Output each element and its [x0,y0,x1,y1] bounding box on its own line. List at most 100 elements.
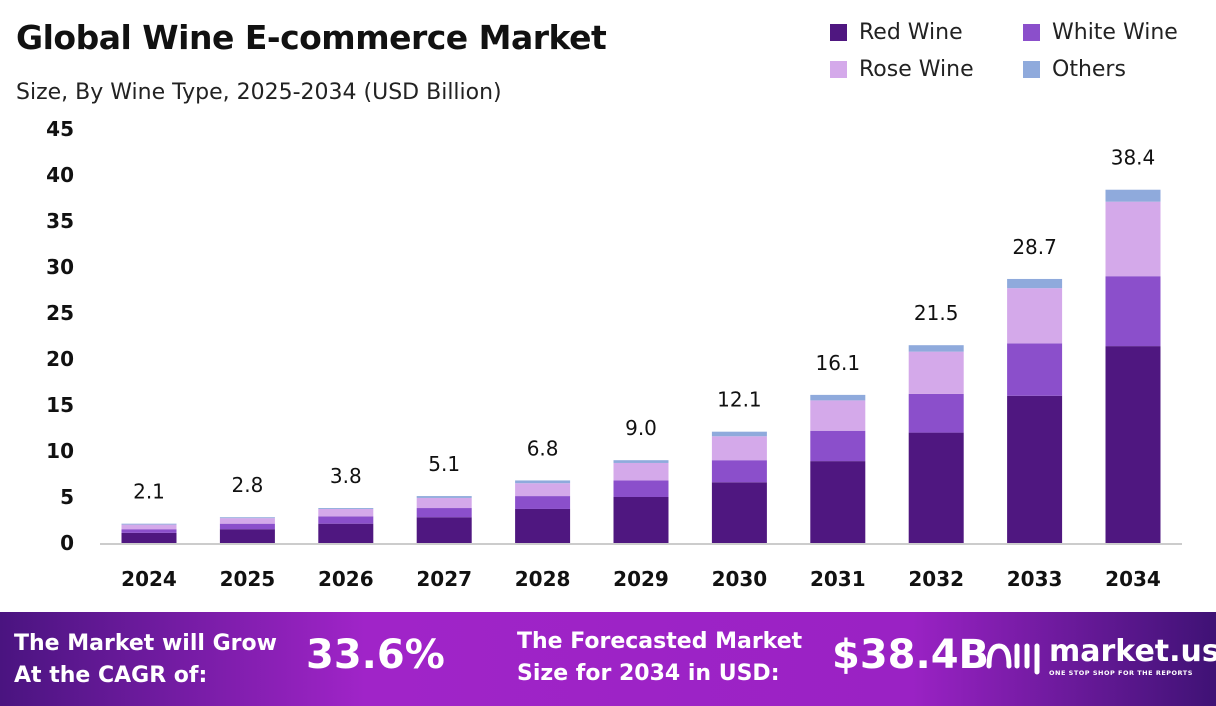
legend-item: Rose Wine [830,57,1023,82]
stacked-bar-chart: 0510152025303540452.120242.820253.820265… [46,117,1182,591]
cagr-label-line2: At the CAGR of: [14,663,208,688]
bar-segment-others [1007,278,1063,289]
chart-subtitle: Size, By Wine Type, 2025-2034 (USD Billi… [16,80,502,105]
bar-segment-rose-wine [318,508,374,517]
x-tick-label: 2032 [908,567,964,591]
y-tick-label: 5 [60,485,74,509]
cagr-value: 33.6% [306,632,445,678]
legend-item: Red Wine [830,20,1023,45]
total-data-label: 38.4 [1111,146,1156,170]
market-us-logo: market.us ONE STOP SHOP FOR THE REPORTS [985,634,1216,677]
bar-segment-rose-wine [711,436,767,461]
total-data-label: 16.1 [816,351,861,375]
bar-segment-rose-wine [613,462,669,481]
bar-segment-red-wine [613,497,669,543]
market-us-logo-icon [986,642,1040,674]
bar-segment-red-wine [810,461,866,543]
y-tick-label: 15 [46,393,74,417]
legend-swatch [830,24,847,41]
y-tick-label: 40 [46,163,74,187]
total-data-label: 12.1 [717,388,762,412]
legend-swatch [1023,24,1040,41]
x-tick-label: 2025 [220,567,276,591]
x-tick-label: 2027 [416,567,472,591]
bar-segment-rose-wine [1105,201,1161,277]
bar-segment-red-wine [219,529,275,543]
legend-item: Others [1023,57,1193,82]
logo-name: market.us [1049,634,1216,669]
cagr-label-line1: The Market will Grow [14,631,277,656]
logo-tagline: ONE STOP SHOP FOR THE REPORTS [1049,669,1193,677]
bar-segment-rose-wine [416,497,472,509]
y-tick-label: 25 [46,301,74,325]
total-data-label: 3.8 [330,464,362,488]
bar-segment-white-wine [1007,343,1063,396]
bar-segment-white-wine [711,460,767,483]
y-tick-label: 20 [46,347,74,371]
total-data-label: 6.8 [527,436,559,460]
y-tick-label: 10 [46,439,74,463]
total-data-label: 2.8 [231,473,263,497]
bar-segment-others [711,431,767,437]
legend-swatch [830,61,847,78]
x-tick-label: 2033 [1007,567,1063,591]
bar-segment-white-wine [613,480,669,497]
bar-segment-others [121,523,177,525]
y-tick-label: 0 [60,531,74,555]
bar-segment-white-wine [219,523,275,530]
forecast-label-line1: The Forecasted Market [517,629,803,654]
x-tick-label: 2031 [810,567,866,591]
x-tick-label: 2024 [121,567,177,591]
bar-segment-rose-wine [1007,288,1063,344]
bar-segment-red-wine [711,482,767,543]
footer-banner: The Market will Grow At the CAGR of: 33.… [0,612,1216,706]
legend-label: Others [1052,57,1126,82]
bar-segment-white-wine [515,496,571,509]
x-tick-label: 2026 [318,567,374,591]
legend-label: White Wine [1052,20,1178,45]
bar-segment-others [908,345,964,352]
total-data-label: 9.0 [625,416,657,440]
bar-segment-others [515,480,571,484]
bar-segment-red-wine [515,508,571,543]
bar-segment-others [416,496,472,498]
total-data-label: 2.1 [133,480,165,504]
chart-title: Global Wine E-commerce Market [16,18,607,57]
bar-segment-others [219,517,275,519]
x-tick-label: 2029 [613,567,669,591]
legend-label: Red Wine [859,20,963,45]
forecast-label-line2: Size for 2034 in USD: [517,661,780,686]
bar-segment-white-wine [908,393,964,433]
bar-segment-red-wine [908,432,964,543]
bar-segment-red-wine [1007,395,1063,543]
bar-segment-red-wine [318,523,374,543]
x-tick-label: 2034 [1105,567,1161,591]
x-tick-label: 2028 [515,567,571,591]
legend-swatch [1023,61,1040,78]
total-data-label: 5.1 [428,452,460,476]
bar-segment-rose-wine [908,351,964,394]
bar-segment-white-wine [318,516,374,524]
legend-label: Rose Wine [859,57,974,82]
bar-segment-others [613,460,669,463]
bar-segment-rose-wine [121,524,177,530]
y-tick-label: 35 [46,209,74,233]
bar-segment-white-wine [810,430,866,462]
bar-segment-rose-wine [515,483,571,497]
y-tick-label: 45 [46,117,74,141]
y-tick-label: 30 [46,255,74,279]
bar-segment-rose-wine [810,400,866,431]
forecast-value: $38.4B [832,632,990,678]
x-tick-label: 2030 [712,567,768,591]
bar-segment-others [318,508,374,509]
bar-segment-white-wine [1105,276,1161,347]
bar-segment-white-wine [121,529,177,533]
bar-segment-red-wine [121,532,177,543]
total-data-label: 28.7 [1012,235,1057,259]
bar-segment-red-wine [1105,346,1161,543]
legend-item: White Wine [1023,20,1193,45]
total-data-label: 21.5 [914,301,959,325]
bar-segment-white-wine [416,508,472,518]
bar-segment-others [1105,189,1161,202]
bar-segment-rose-wine [219,518,275,524]
